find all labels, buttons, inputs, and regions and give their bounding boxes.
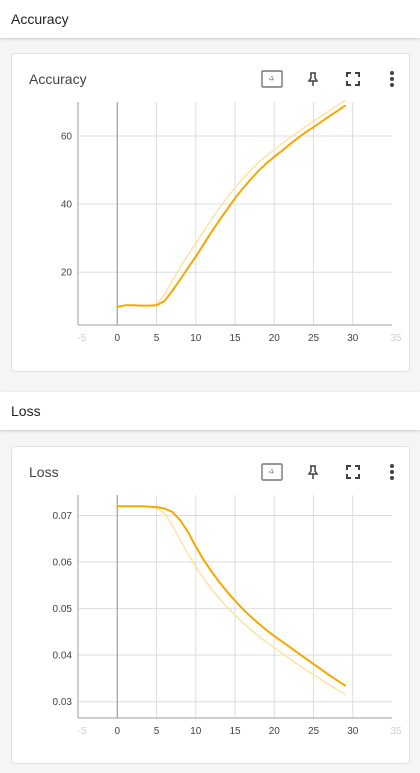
fit-domain-button[interactable]: [259, 66, 285, 92]
accuracy-line-chart[interactable]: 0 5 10 15 20 25 30 -5 35 20 40 60: [12, 54, 411, 373]
chart-toolbar: [259, 66, 409, 92]
x-tick-label: 10: [190, 726, 202, 737]
x-tick-label: 20: [269, 726, 281, 737]
x-tick-label: 25: [308, 726, 320, 737]
y-tick-label: 40: [61, 200, 73, 211]
x-tick-label: 30: [347, 333, 359, 344]
x-tick-label: 5: [154, 333, 160, 344]
pin-icon: [307, 72, 319, 86]
pin-button[interactable]: [300, 66, 326, 92]
section-header-accuracy[interactable]: Accuracy: [0, 0, 420, 38]
more-vert-icon: [390, 71, 394, 87]
accuracy-card: Accuracy 0 5 10 15 20 25 30 -5 35 20 40 60: [11, 53, 410, 372]
fit-domain-icon: [261, 463, 283, 481]
x-tick-label: 15: [229, 726, 241, 737]
chart-title: Accuracy: [29, 71, 87, 87]
more-vert-icon: [390, 464, 394, 480]
section-title: Loss: [11, 403, 41, 419]
x-tick-label: 20: [269, 333, 281, 344]
loss-card: Loss 0 5 10 15 20 25 30 -5 35 0.03 0.04 0.05 0.06 0.0…: [11, 446, 410, 764]
raw-series-line[interactable]: [116, 505, 346, 696]
fullscreen-icon: [346, 465, 360, 479]
section-header-loss[interactable]: Loss: [0, 392, 420, 430]
y-tick-label: 0.04: [53, 651, 73, 662]
pin-button[interactable]: [300, 459, 326, 485]
fit-domain-icon: [261, 70, 283, 88]
x-tick-label: 15: [229, 333, 241, 344]
y-tick-label: 60: [61, 132, 73, 143]
x-tick-label-faint: 35: [390, 333, 402, 344]
chart-toolbar: [259, 459, 409, 485]
x-tick-label: 0: [114, 333, 120, 344]
x-tick-label: 25: [308, 333, 320, 344]
more-options-button[interactable]: [379, 459, 405, 485]
fit-domain-button[interactable]: [259, 459, 285, 485]
x-tick-label-faint: 35: [390, 726, 402, 737]
chart-title: Loss: [29, 464, 59, 480]
y-tick-label: 0.05: [53, 604, 73, 615]
y-tick-label: 0.06: [53, 558, 73, 569]
x-tick-label-faint: -5: [78, 333, 87, 344]
loss-line-chart[interactable]: 0 5 10 15 20 25 30 -5 35 0.03 0.04 0.05 0.06 0.07: [12, 447, 411, 765]
fullscreen-button[interactable]: [340, 459, 366, 485]
fullscreen-button[interactable]: [340, 66, 366, 92]
x-tick-label: 0: [114, 726, 120, 737]
y-tick-label: 20: [61, 268, 73, 279]
smoothed-series-line[interactable]: [116, 104, 346, 308]
y-tick-label: 0.07: [53, 511, 73, 522]
more-options-button[interactable]: [379, 66, 405, 92]
fullscreen-icon: [346, 72, 360, 86]
pin-icon: [307, 465, 319, 479]
x-tick-label-faint: -5: [78, 726, 87, 737]
x-tick-label: 5: [154, 726, 160, 737]
section-title: Accuracy: [11, 11, 69, 27]
x-tick-label: 10: [190, 333, 202, 344]
x-tick-label: 30: [347, 726, 359, 737]
smoothed-series-line[interactable]: [116, 505, 346, 687]
y-tick-label: 0.03: [53, 697, 73, 708]
